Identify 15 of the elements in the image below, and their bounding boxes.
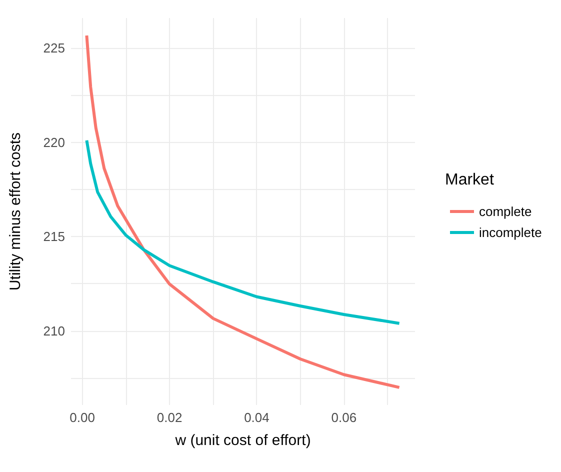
y-axis-title: Utility minus effort costs	[7, 132, 24, 291]
line-series	[85, 138, 401, 325]
x-axis-title: w (unit cost of effort)	[174, 432, 311, 449]
y-tick-label: 210	[43, 323, 65, 338]
y-tick-label: 215	[43, 229, 65, 244]
legend-label: incomplete	[479, 225, 542, 240]
x-tick-label: 0.02	[156, 410, 182, 425]
x-tick-label: 0.00	[70, 410, 95, 425]
x-tick-label: 0.06	[331, 410, 357, 425]
line-series	[85, 34, 401, 389]
legend-title: Market	[445, 172, 494, 188]
x-tick-label: 0.04	[244, 410, 270, 425]
legend-label: complete	[479, 204, 532, 219]
y-tick-label: 225	[43, 40, 65, 56]
y-tick-label: 220	[43, 134, 65, 150]
